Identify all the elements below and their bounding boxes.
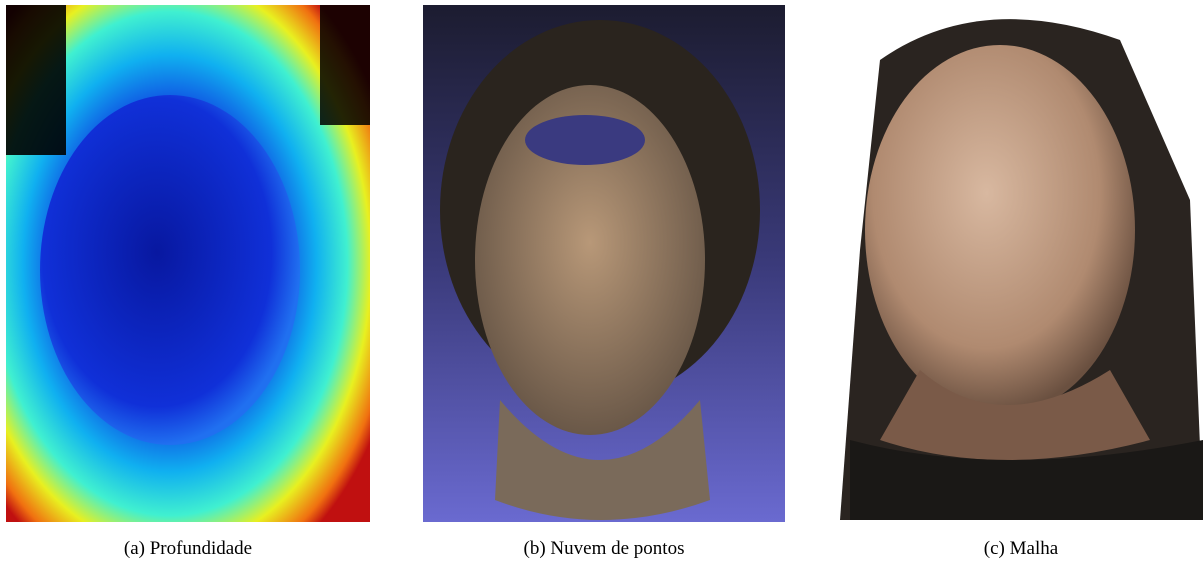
caption: (a) Profundidade	[124, 538, 252, 559]
caption: (b) Nuvem de pontos	[524, 538, 685, 559]
depth-image	[6, 5, 370, 522]
figure: (a) Profundidade (b) Nuvem de pontos (c)…	[0, 0, 1203, 567]
point-cloud-image	[423, 5, 785, 522]
page: (a) Profundidade (b) Nuvem de pontos (c)…	[0, 0, 1203, 567]
mesh-image	[840, 5, 1203, 522]
caption: (c) Malha	[984, 538, 1059, 559]
